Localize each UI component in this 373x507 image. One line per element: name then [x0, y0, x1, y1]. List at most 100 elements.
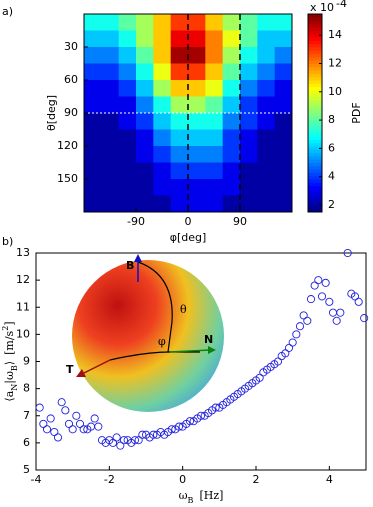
point [284, 343, 294, 352]
colorbar-segment [308, 175, 322, 180]
heat-cell [101, 80, 120, 97]
heat-cell [274, 14, 293, 31]
point [46, 414, 55, 423]
colorbar-segment [308, 40, 322, 45]
point [325, 297, 334, 306]
heat-cell [118, 179, 137, 196]
point [149, 430, 158, 439]
colorbar-tick-label: 4 [328, 170, 335, 183]
inset-label: θ [180, 303, 187, 316]
point [295, 322, 305, 331]
point [196, 411, 206, 420]
heat-cell [136, 179, 154, 196]
heat-cell [240, 80, 258, 97]
y-axis-label-part: 2 [1, 326, 10, 331]
y-tick-label: 12 [16, 273, 30, 286]
x-tick-label: 90 [233, 215, 247, 228]
colorbar-segment [308, 33, 322, 38]
colorbar-segment [308, 139, 322, 144]
heat-cell [101, 146, 120, 163]
heat-cell [153, 63, 172, 81]
colorbar-segment [308, 23, 322, 28]
colorbar-tick-label: 6 [328, 141, 335, 154]
heat-cell [170, 146, 189, 163]
heat-cell [101, 47, 120, 64]
heat-cell [101, 113, 120, 130]
heat-cell [257, 162, 276, 180]
colorbar-segment [308, 27, 322, 31]
y-tick-label: 6 [23, 436, 30, 449]
heat-cell [274, 113, 293, 130]
heat-cell [240, 14, 258, 31]
heat-cell [84, 14, 102, 31]
colorbar-segment [308, 155, 322, 160]
point [299, 311, 308, 320]
colorbar-frame [307, 13, 323, 213]
heat-cell [136, 113, 154, 130]
heat-cell [84, 96, 102, 114]
arrow-n-head [208, 346, 216, 354]
heat-cell [188, 96, 206, 114]
y-axis-label: ⟨aN|ωB⟩ [m/s2] [1, 321, 19, 401]
colorbar-segment [308, 86, 322, 91]
heat-cell [274, 179, 293, 196]
point [138, 430, 147, 439]
point [281, 349, 290, 358]
heat-cell [153, 47, 172, 64]
heat-cell [101, 179, 120, 196]
heat-cell [153, 146, 172, 163]
x-tick-label: -4 [31, 473, 42, 486]
heat-cell [222, 96, 241, 114]
heat-cell [222, 14, 241, 31]
point [79, 425, 88, 434]
heat-cell [240, 47, 258, 64]
heat-cell [188, 113, 206, 130]
point [116, 441, 125, 450]
heat-cell [205, 129, 224, 147]
colorbar-segment [308, 103, 322, 107]
heat-cell [118, 96, 137, 114]
y-axis-label: θ[deg] [45, 95, 58, 131]
colorbar-segment [308, 192, 322, 196]
meridian [137, 261, 173, 353]
heat-cell [136, 30, 154, 48]
point [354, 297, 363, 306]
colorbar-segment [308, 93, 322, 97]
colorbar-tick-label: 10 [328, 85, 342, 98]
colorbar-segment [308, 185, 322, 190]
sphere [72, 260, 224, 412]
heat-cell [240, 96, 258, 114]
colorbar-segment [308, 50, 322, 55]
heat-cell [240, 162, 258, 180]
point [94, 422, 103, 431]
heat-cell [274, 146, 293, 163]
colorbar-segment [308, 122, 322, 127]
x-axis-label-part: [Hz] [199, 489, 223, 502]
heat-cell [205, 146, 224, 163]
colorbar-segment [308, 63, 322, 68]
point [112, 433, 121, 442]
point [50, 427, 59, 437]
panel-label: b) [2, 235, 13, 248]
heat-cell [274, 80, 293, 97]
heat-cell [274, 63, 293, 81]
heat-cell [257, 129, 276, 147]
heat-cell [257, 47, 276, 64]
heat-cell [136, 195, 154, 213]
colorbar-tick-label: 8 [328, 113, 335, 126]
heat-cell [188, 179, 206, 196]
colorbar-segment [308, 116, 322, 121]
point [360, 314, 369, 323]
x-axis-label-part: B [188, 496, 194, 505]
heat-cell [188, 63, 206, 81]
heat-cell [222, 63, 241, 81]
heat-cell [136, 96, 154, 114]
x-tick-label: -2 [104, 473, 115, 486]
heat-cell [222, 30, 241, 48]
heat-cell [257, 195, 276, 213]
colorbar-segment [308, 202, 322, 206]
heat-cell [188, 14, 206, 31]
heat-cell [257, 179, 276, 196]
point [42, 425, 52, 434]
heat-cell [118, 162, 137, 180]
